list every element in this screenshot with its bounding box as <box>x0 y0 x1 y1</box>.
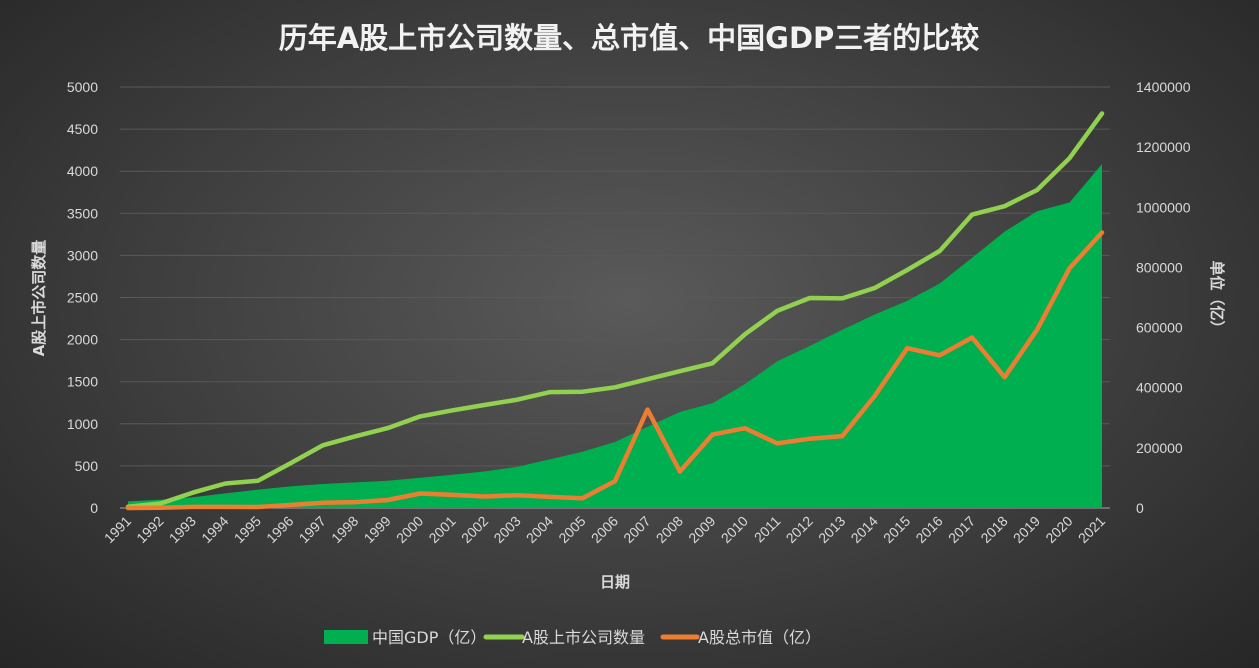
left-tick-label: 2000 <box>67 332 98 348</box>
legend-swatch-gdp <box>324 630 368 644</box>
x-tick-label: 1997 <box>296 513 329 546</box>
x-tick-label: 2016 <box>912 513 945 546</box>
right-tick-label: 1400000 <box>1136 79 1191 95</box>
x-tick-label: 2006 <box>588 513 621 546</box>
x-tick-label: 1998 <box>328 513 361 546</box>
left-tick-label: 1000 <box>67 416 98 432</box>
x-axis-label: 日期 <box>600 573 630 591</box>
x-tick-label: 2020 <box>1042 513 1075 546</box>
left-axis: 0 500 1000 1500 2000 2500 3000 3500 4000 4500 5000 <box>67 79 98 516</box>
left-tick-label: 3500 <box>67 205 98 221</box>
x-tick-label: 2004 <box>523 513 556 546</box>
right-tick-label: 400000 <box>1136 380 1183 396</box>
left-tick-label: 1500 <box>67 374 98 390</box>
gdp-area <box>128 164 1102 508</box>
x-tick-label: 2021 <box>1075 513 1108 546</box>
left-tick-label: 4000 <box>67 163 98 179</box>
x-tick-label: 2003 <box>490 513 523 546</box>
x-tick-label: 1995 <box>231 513 264 546</box>
right-tick-label: 1200000 <box>1136 139 1191 155</box>
x-tick-label: 2013 <box>815 513 848 546</box>
x-tick-label: 1994 <box>198 513 231 546</box>
x-tick-label: 2007 <box>620 513 653 546</box>
gdp-area-layer <box>128 164 1102 508</box>
right-tick-label: 0 <box>1136 500 1144 516</box>
x-axis: 1991 1992 1993 1994 1995 1996 1997 1998 1999 2000… <box>101 513 1108 546</box>
right-axis-label: 单位（亿） <box>1208 260 1226 335</box>
legend-label-count: A股上市公司数量 <box>522 628 645 647</box>
x-tick-label: 2009 <box>685 513 718 546</box>
x-tick-label: 1996 <box>263 513 296 546</box>
x-tick-label: 2019 <box>1010 513 1043 546</box>
left-tick-label: 4500 <box>67 121 98 137</box>
x-tick-label: 2011 <box>751 513 784 546</box>
x-tick-label: 2001 <box>425 513 458 546</box>
x-tick-label: 1993 <box>166 513 199 546</box>
chart-title: 历年A股上市公司数量、总市值、中国GDP三者的比较 <box>279 21 980 55</box>
right-axis: 0 200000 400000 600000 800000 1000000 1200000 1… <box>1136 79 1191 516</box>
x-tick-label: 2005 <box>555 513 588 546</box>
right-tick-label: 200000 <box>1136 440 1183 456</box>
left-tick-label: 5000 <box>67 79 98 95</box>
right-tick-label: 600000 <box>1136 320 1183 336</box>
legend-label-marketcap: A股总市值（亿） <box>698 628 821 647</box>
x-tick-label: 2012 <box>783 513 816 546</box>
left-tick-label: 3000 <box>67 247 98 263</box>
x-tick-label: 1999 <box>361 513 394 546</box>
x-tick-label: 2015 <box>880 513 913 546</box>
x-tick-label: 1992 <box>133 513 166 546</box>
company-count-line <box>125 111 1105 510</box>
legend: 中国GDP（亿） A股上市公司数量 A股总市值（亿） <box>324 628 821 647</box>
x-tick-label: 2014 <box>848 513 881 546</box>
left-axis-label: A股上市公司数量 <box>30 240 48 357</box>
x-tick-label: 2008 <box>653 513 686 546</box>
right-tick-label: 800000 <box>1136 259 1183 275</box>
x-tick-label: 2017 <box>945 513 978 546</box>
x-tick-label: 2002 <box>458 513 491 546</box>
left-tick-label: 500 <box>75 458 99 474</box>
line-layer <box>125 111 1105 511</box>
legend-label-gdp: 中国GDP（亿） <box>372 628 486 647</box>
left-tick-label: 0 <box>90 500 98 516</box>
x-tick-label: 1991 <box>101 513 134 546</box>
x-tick-label: 2010 <box>718 513 751 546</box>
x-tick-label: 2018 <box>977 513 1010 546</box>
x-tick-label: 2000 <box>393 513 426 546</box>
right-tick-label: 1000000 <box>1136 199 1191 215</box>
market-cap-line <box>125 230 1105 511</box>
left-tick-label: 2500 <box>67 290 98 306</box>
